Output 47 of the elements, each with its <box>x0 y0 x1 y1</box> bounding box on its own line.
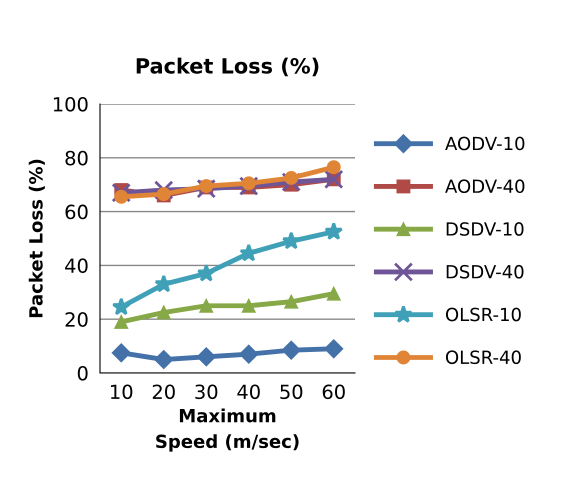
point <box>112 343 131 362</box>
point <box>242 176 256 190</box>
point <box>156 306 171 320</box>
x-tick-label: 50 <box>280 384 302 400</box>
point <box>324 170 344 190</box>
y-tick-label: 40 <box>65 258 88 274</box>
y-tick-label: 60 <box>66 204 88 220</box>
x-tick-label: 10 <box>111 384 132 400</box>
point <box>196 347 216 366</box>
point <box>239 176 258 196</box>
legend-label: OLSR-10 <box>446 308 521 322</box>
point <box>199 298 214 313</box>
point <box>324 339 344 358</box>
y-tick-label: 20 <box>66 312 88 327</box>
point <box>242 298 256 313</box>
point <box>196 179 216 198</box>
x-tick-label: 30 <box>195 384 218 400</box>
legend-label: AODV-40 <box>445 179 524 194</box>
y-tick-label: 0 <box>78 366 88 381</box>
point <box>282 231 301 250</box>
point <box>324 222 344 240</box>
y-tick-label: 100 <box>54 96 88 112</box>
point <box>239 344 258 364</box>
chart-title: Packet Loss (%) <box>136 58 318 76</box>
point <box>284 294 298 309</box>
legend-label: AODV-10 <box>445 136 524 150</box>
point <box>112 297 131 316</box>
point <box>282 340 301 360</box>
x-axis-title: Maximum Speed (m/sec) <box>156 408 299 452</box>
legend-label: DSDV-10 <box>446 222 524 236</box>
point <box>326 160 341 174</box>
x-tick-label: 60 <box>322 384 345 400</box>
y-axis-title: Packet Loss (%) <box>28 160 45 318</box>
point <box>284 171 298 185</box>
legend-label: OLSR-40 <box>446 350 521 364</box>
point <box>112 183 131 202</box>
point <box>282 172 301 192</box>
y-tick-label: 80 <box>65 150 88 166</box>
point <box>326 286 341 301</box>
point <box>114 314 128 329</box>
point <box>154 350 174 370</box>
point <box>154 180 174 200</box>
x-tick-label: 40 <box>237 384 260 400</box>
point <box>114 190 128 204</box>
legend-label: DSDV-40 <box>446 264 524 279</box>
point <box>196 264 216 282</box>
x-tick-label: 20 <box>152 384 175 400</box>
